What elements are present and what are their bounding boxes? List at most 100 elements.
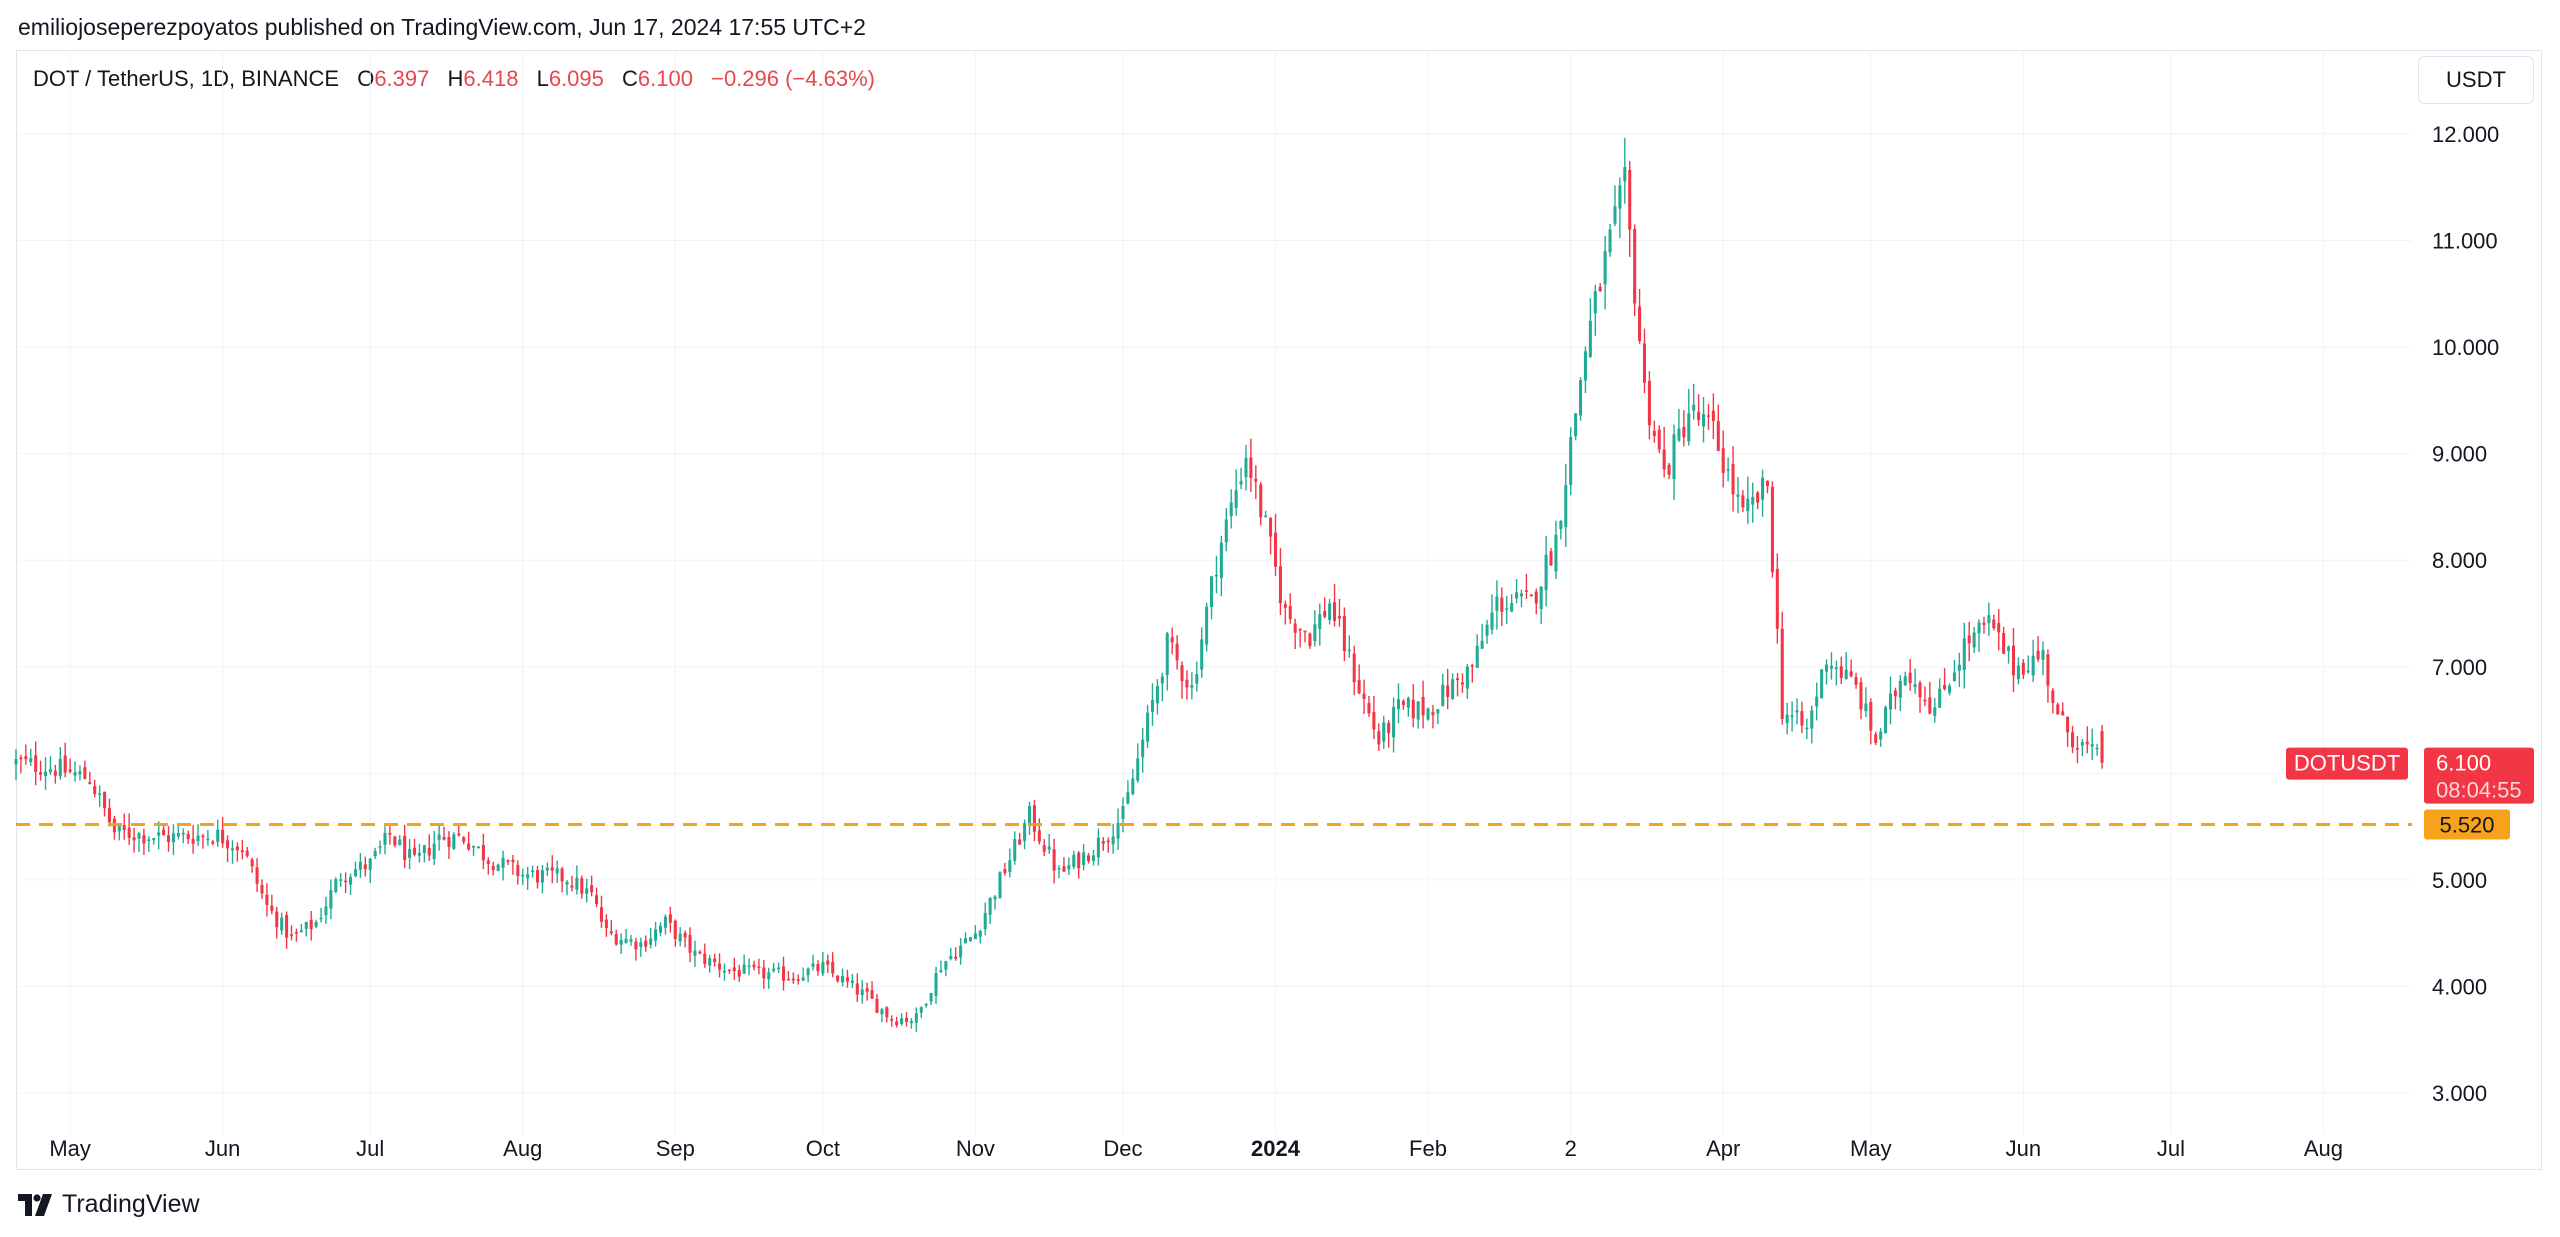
candle-body [1952, 672, 1956, 681]
candle-body [417, 852, 421, 856]
candle-body [1456, 678, 1460, 680]
bar-countdown-label: 08:04:55 [2436, 778, 2522, 803]
candle-body [14, 759, 18, 765]
candle-body [34, 755, 38, 772]
candle-body [39, 772, 43, 775]
candle-body [1534, 591, 1538, 604]
candle-body [688, 934, 692, 953]
candle-body [137, 833, 141, 839]
published-info: emiliojoseperezpoyatos published on Trad… [18, 14, 866, 40]
open-value: 6.397 [374, 66, 430, 91]
candle-body [58, 758, 62, 777]
candle-body [1800, 711, 1804, 726]
candle-body [767, 972, 771, 980]
candle-body [388, 832, 392, 835]
candle-body [2100, 731, 2104, 763]
candle-body [1825, 664, 1829, 672]
level-price-label: 5.520 [2439, 812, 2494, 837]
candle-body [240, 850, 244, 853]
candle-body [1913, 684, 1917, 688]
candle-body [1146, 712, 1150, 742]
candle-body [432, 843, 436, 860]
candle-body [481, 844, 485, 861]
candle-body [1628, 170, 1632, 230]
candle-body [226, 840, 230, 849]
candle-body [634, 941, 638, 950]
candle-body [904, 1017, 909, 1022]
candle-body [555, 868, 559, 874]
candle-body [1180, 665, 1184, 682]
candle-body [1087, 855, 1091, 862]
candle-body [1967, 635, 1971, 644]
candle-body [1027, 805, 1032, 825]
candle-body [1554, 534, 1558, 572]
candle-body [1121, 806, 1125, 820]
candle-body [2051, 690, 2055, 703]
candle-body [186, 833, 190, 840]
candle-body [1559, 520, 1563, 529]
candle-body [358, 861, 362, 870]
currency-button[interactable]: USDT [2418, 56, 2534, 104]
candle-body [1859, 682, 1863, 710]
candle-body [1293, 623, 1297, 633]
candle-body [29, 758, 33, 763]
candle-body [127, 827, 131, 838]
candle-body [1013, 838, 1017, 861]
candle-body [1790, 715, 1794, 717]
candle-body [98, 793, 102, 795]
candle-body [309, 919, 313, 930]
candle-body [954, 956, 958, 959]
candle-body [1519, 593, 1524, 597]
candle-body [772, 968, 776, 971]
chart-frame [16, 50, 2542, 1170]
candle-body [1997, 623, 2001, 633]
x-tick-label: May [1850, 1136, 1892, 1161]
candle-body [1623, 167, 1627, 182]
candle-body [1820, 669, 1824, 699]
candle-body [781, 966, 786, 981]
candle-body [1805, 727, 1809, 730]
candle-body [1829, 665, 1833, 669]
candle-body [934, 973, 938, 996]
candle-body [1460, 682, 1464, 685]
candle-body [1874, 734, 1878, 743]
candle-body [299, 930, 303, 932]
candle-body [1893, 690, 1897, 697]
candle-body [1603, 251, 1607, 285]
candle-body [998, 872, 1002, 899]
candle-body [1505, 608, 1509, 610]
candle-body [270, 905, 274, 911]
close-value: 6.100 [637, 66, 693, 91]
candle-body [1165, 633, 1169, 676]
tradingview-logo: TradingView [18, 1190, 200, 1219]
candle-body [1082, 852, 1086, 866]
y-tick-label: 7.000 [2432, 655, 2487, 680]
candle-body [2080, 742, 2084, 746]
candle-body [1101, 841, 1105, 844]
candle-body [191, 838, 195, 844]
candle-body [516, 865, 520, 877]
candle-body [1023, 823, 1027, 842]
candle-body [1032, 805, 1036, 832]
candle-body [181, 832, 185, 835]
candle-body [1697, 411, 1701, 421]
candle-body [1500, 597, 1504, 612]
candle-body [1303, 630, 1307, 633]
candle-body [1815, 696, 1819, 707]
candle-body [275, 911, 279, 928]
candle-body [791, 978, 795, 981]
candle-body [732, 967, 736, 972]
candle-body [1544, 554, 1548, 591]
candle-body [1957, 664, 1961, 671]
low-value: 6.095 [548, 66, 604, 91]
candle-body [1583, 351, 1587, 381]
candle-body [304, 921, 308, 929]
y-tick-label: 3.000 [2432, 1081, 2487, 1106]
y-tick-label: 8.000 [2432, 548, 2487, 573]
candle-body [447, 836, 451, 847]
candle-body [1775, 568, 1779, 629]
candle-body [324, 906, 328, 916]
candle-body [614, 934, 618, 945]
symbol-label[interactable]: DOT / TetherUS, 1D, BINANCE [33, 66, 340, 91]
